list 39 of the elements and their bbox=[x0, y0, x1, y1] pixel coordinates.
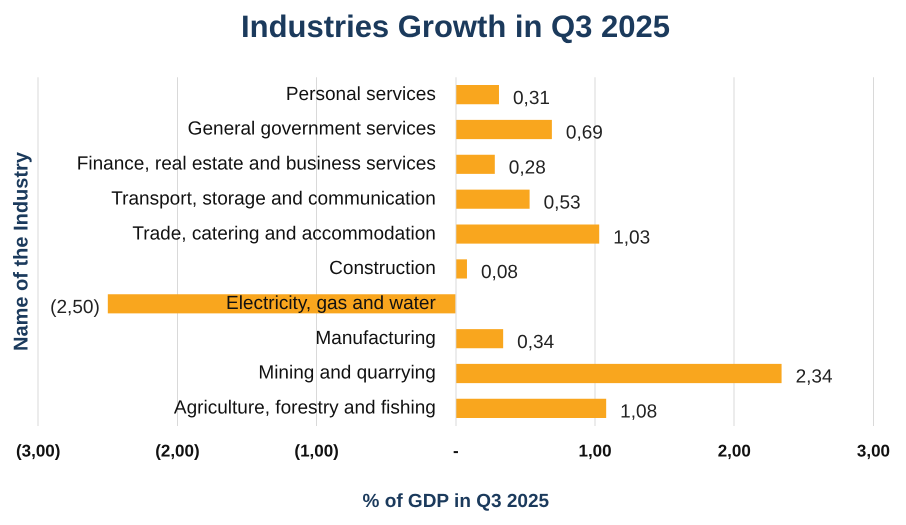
x-tick-label: 1,00 bbox=[578, 442, 612, 461]
data-label: 0,69 bbox=[566, 122, 603, 144]
bar bbox=[456, 85, 499, 104]
bar bbox=[456, 224, 600, 244]
data-label: 0,53 bbox=[544, 192, 581, 214]
x-tick-label: (2,00) bbox=[155, 442, 200, 461]
x-tick-label: 3,00 bbox=[856, 442, 890, 461]
bar bbox=[456, 154, 495, 174]
bar bbox=[456, 259, 467, 279]
bar bbox=[456, 364, 782, 384]
x-axis-title: % of GDP in Q3 2025 bbox=[362, 490, 550, 512]
y-tick-label: Trade, catering and accommodation bbox=[132, 223, 436, 244]
y-tick-label: Manufacturing bbox=[315, 328, 436, 349]
y-tick-label: Finance, real estate and business services bbox=[76, 154, 436, 175]
data-label: 0,34 bbox=[517, 332, 555, 353]
data-label: 0,31 bbox=[512, 88, 550, 109]
x-tick-label: - bbox=[452, 442, 459, 461]
y-axis-title: Name of the Industry bbox=[10, 151, 33, 351]
bar bbox=[456, 329, 504, 348]
x-tick-label: (3,00) bbox=[16, 442, 60, 461]
y-tick-label: Construction bbox=[329, 258, 436, 280]
y-tick-label: Agriculture, forestry and fishing bbox=[174, 398, 436, 419]
data-label: 1,03 bbox=[613, 227, 650, 248]
data-label: 1,08 bbox=[620, 402, 658, 423]
y-tick-label: Transport, storage and communication bbox=[111, 188, 436, 210]
data-label: 0,08 bbox=[480, 262, 518, 284]
bar bbox=[456, 190, 530, 209]
data-label: (2,50) bbox=[50, 297, 100, 318]
x-tick-label: (1,00) bbox=[294, 442, 339, 461]
bar bbox=[456, 120, 552, 140]
data-label: 2,34 bbox=[796, 366, 833, 388]
y-tick-label: Personal services bbox=[286, 84, 436, 105]
bar bbox=[456, 398, 606, 418]
chart-title: Industries Growth in Q3 2025 bbox=[241, 9, 670, 44]
y-tick-label: Electricity, gas and water bbox=[226, 293, 436, 314]
x-tick-label: 2,00 bbox=[718, 442, 751, 461]
y-tick-label: Mining and quarrying bbox=[258, 362, 436, 384]
data-label: 0,28 bbox=[508, 158, 546, 179]
y-tick-label: General government services bbox=[188, 118, 436, 140]
